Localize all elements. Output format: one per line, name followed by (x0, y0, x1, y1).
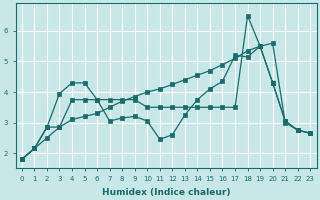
X-axis label: Humidex (Indice chaleur): Humidex (Indice chaleur) (102, 188, 230, 197)
